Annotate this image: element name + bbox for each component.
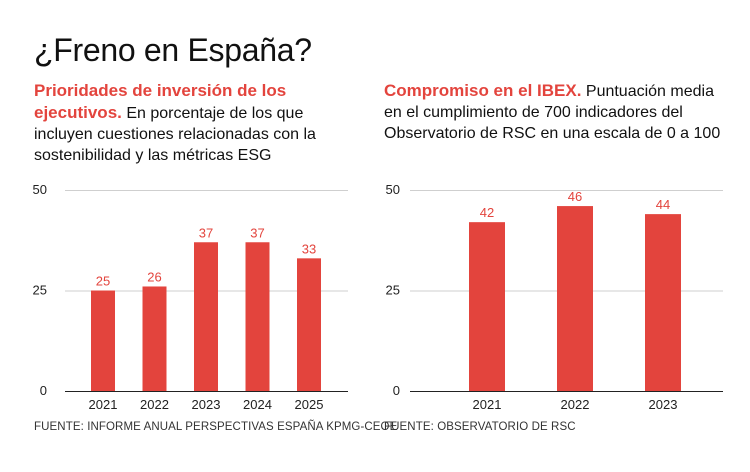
right-bar-chart: 0 25 50 42 2021 46 2022 44 2023 xyxy=(386,182,723,412)
left-y-tick-label: 25 xyxy=(33,283,47,298)
right-data-label-2023: 44 xyxy=(656,197,670,212)
left-bar-2024 xyxy=(245,242,270,391)
left-data-label-2021: 25 xyxy=(96,274,110,289)
left-y-tick-label: 0 xyxy=(40,383,47,398)
right-chart-subtitle: Compromiso en el IBEX. Puntuación media … xyxy=(384,80,724,144)
left-bar-2021 xyxy=(91,290,115,391)
left-data-label-2025: 33 xyxy=(302,241,316,256)
left-bar-2023 xyxy=(194,242,218,391)
right-chart-source: FUENTE: OBSERVATORIO DE RSC xyxy=(384,421,576,433)
left-chart-description: En porcentaje de los que incluyen cuesti… xyxy=(34,105,316,164)
right-y-tick-label: 0 xyxy=(393,383,400,398)
left-x-tick-label-2021: 2021 xyxy=(89,397,118,412)
left-data-label-2022: 26 xyxy=(147,269,161,284)
right-bar-2023 xyxy=(645,214,681,391)
right-bar-2021 xyxy=(469,222,505,391)
left-x-tick-label-2023: 2023 xyxy=(192,397,221,412)
right-x-tick-label-2021: 2021 xyxy=(473,397,502,412)
page-title: ¿Freno en España? xyxy=(34,32,312,68)
right-y-tick-label: 50 xyxy=(386,182,400,197)
right-chart-lead: Compromiso en el IBEX. xyxy=(384,81,582,100)
left-x-tick-label-2025: 2025 xyxy=(295,397,324,412)
right-data-label-2021: 42 xyxy=(480,205,494,220)
left-bar-2022 xyxy=(142,286,167,391)
left-chart-lead: Prioridades de inversión de los ejecutiv… xyxy=(34,81,287,122)
right-y-tick-label: 25 xyxy=(386,283,400,298)
left-x-tick-label-2022: 2022 xyxy=(140,397,169,412)
right-x-tick-label-2022: 2022 xyxy=(561,397,590,412)
left-y-tick-label: 50 xyxy=(33,182,47,197)
right-data-label-2022: 46 xyxy=(568,189,582,204)
left-bar-chart: 0 25 50 25 2021 26 2022 37 2023 37 2024 33 2025 xyxy=(33,182,348,412)
right-bar-2022 xyxy=(557,206,593,391)
right-chart-description: Puntuación media en el cumplimiento de 7… xyxy=(384,83,721,142)
left-x-tick-label-2024: 2024 xyxy=(243,397,272,412)
left-chart-source: FUENTE: INFORME ANUAL PERSPECTIVAS ESPAÑ… xyxy=(34,421,398,433)
left-bar-2025 xyxy=(297,258,321,391)
right-x-tick-label-2023: 2023 xyxy=(649,397,678,412)
left-data-label-2024: 37 xyxy=(250,225,264,240)
left-chart-subtitle: Prioridades de inversión de los ejecutiv… xyxy=(34,80,364,166)
left-data-label-2023: 37 xyxy=(199,225,213,240)
